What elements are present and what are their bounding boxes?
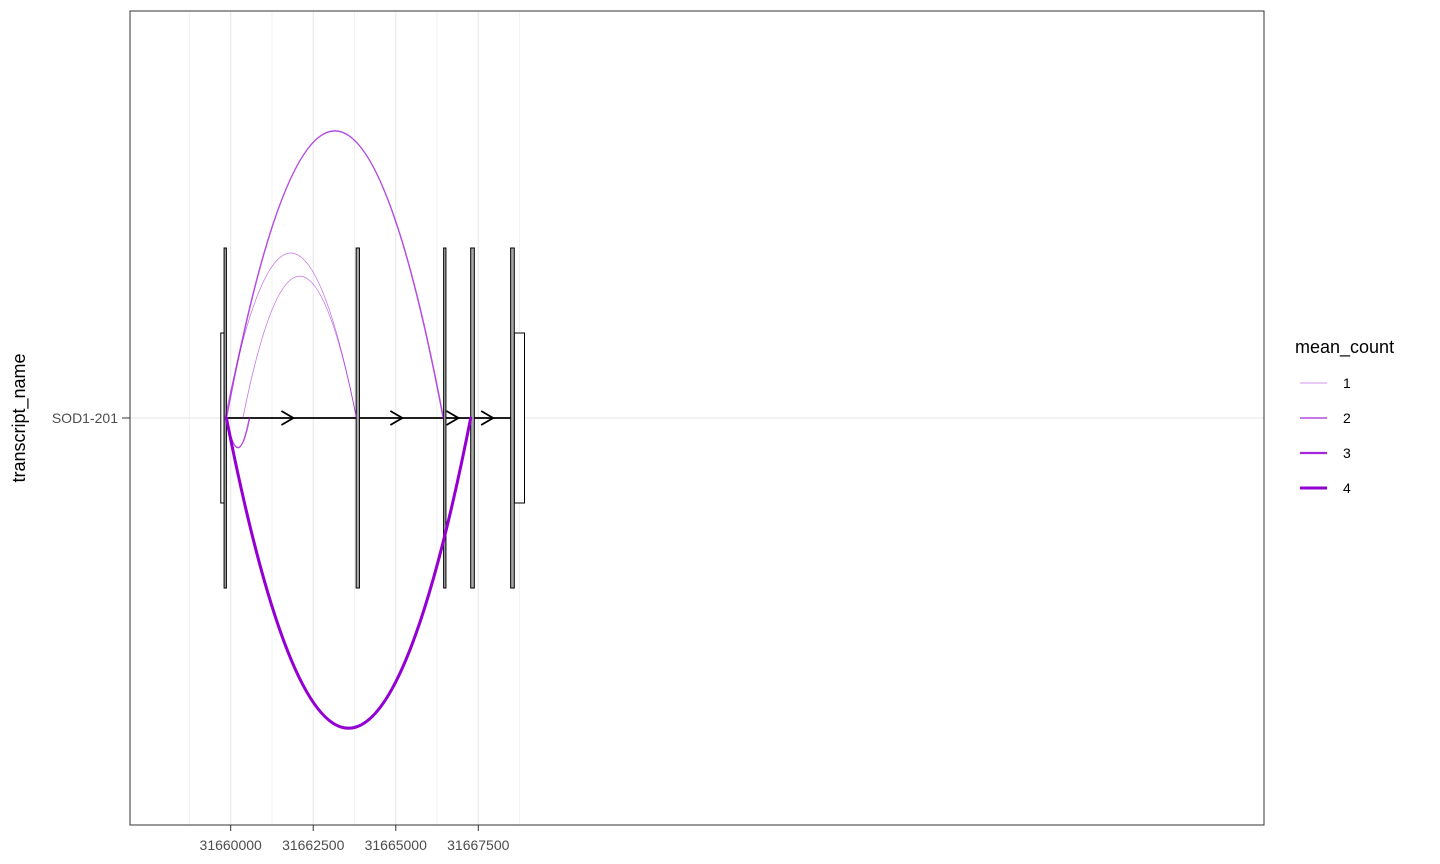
x-tick-label: 31660000 xyxy=(200,837,263,853)
exon-block xyxy=(510,247,515,589)
junction-arc xyxy=(242,276,357,419)
x-tick-label: 31667500 xyxy=(447,837,510,853)
y-axis-title: transcript_name xyxy=(9,353,30,482)
junction-arcs xyxy=(224,130,473,730)
x-tick-label: 31662500 xyxy=(282,837,345,853)
legend-label: 2 xyxy=(1343,410,1351,426)
legend-label: 1 xyxy=(1343,375,1351,391)
direction-arrow xyxy=(480,410,495,426)
direction-arrow xyxy=(446,410,461,426)
direction-arrow xyxy=(280,410,296,426)
legend-label: 3 xyxy=(1343,445,1351,461)
junction-arc xyxy=(225,130,445,419)
legend-label: 4 xyxy=(1343,480,1351,496)
legend: mean_count 1 2 3 4 xyxy=(1295,337,1394,496)
utr-box xyxy=(513,332,526,504)
junction-arc xyxy=(224,416,473,730)
legend-title: mean_count xyxy=(1295,337,1394,358)
direction-arrow xyxy=(389,410,405,426)
x-tick-label: 31665000 xyxy=(365,837,428,853)
transcript-structure xyxy=(220,247,526,589)
y-tick-label: SOD1-201 xyxy=(52,410,118,426)
junction-arc xyxy=(224,252,357,419)
axes: transcript_name SOD1-201 31660000 3166250… xyxy=(9,353,510,853)
